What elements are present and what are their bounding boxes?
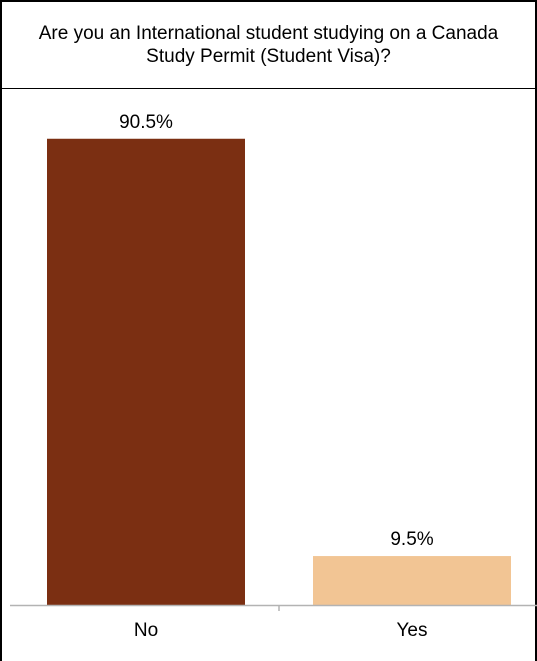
chart-title-box: Are you an International student studyin… [2, 2, 535, 89]
bar-yes [313, 556, 511, 605]
x-tick-label-yes: Yes [397, 620, 428, 641]
chart-title: Are you an International student studyin… [38, 23, 499, 67]
data-label-yes: 9.5% [390, 529, 433, 550]
bar-no [47, 138, 245, 605]
x-tick-label-no: No [134, 620, 158, 641]
data-label-no: 90.5% [119, 112, 173, 133]
